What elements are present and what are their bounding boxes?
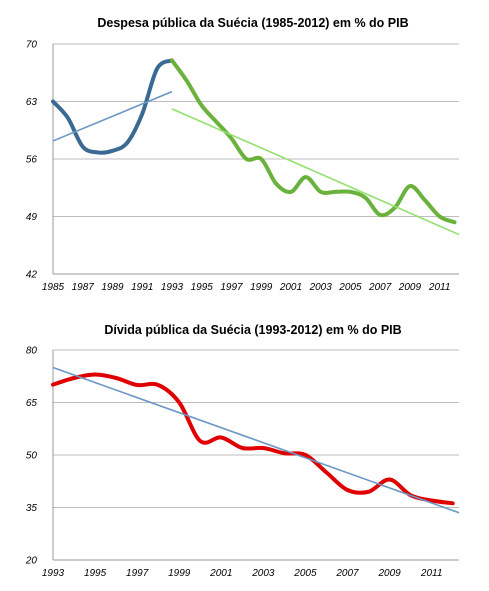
series-line [169, 58, 457, 225]
x-tick-label: 2005 [338, 282, 362, 293]
x-tick-label: 2009 [377, 568, 401, 579]
x-tick-label: 2009 [398, 282, 422, 293]
x-tick-label: 2001 [209, 568, 232, 579]
chart-divida: 20 35 50 65 80 1993 1995 1997 1999 2001 2003 2005 20… [25, 323, 460, 579]
y-tick-label: 50 [26, 451, 38, 462]
y-tick-label: 65 [26, 398, 38, 409]
x-tick-label: 2011 [428, 282, 451, 293]
x-tick-label: 1995 [84, 568, 107, 579]
x-tick-label: 1993 [161, 282, 184, 293]
trend-line [52, 366, 460, 514]
x-tick-label: 1995 [191, 282, 214, 293]
x-tick-label: 1993 [42, 568, 65, 579]
x-tick-label: 2005 [293, 568, 317, 579]
x-tick-label: 2011 [420, 568, 443, 579]
trend-line [171, 108, 460, 236]
x-tick-label: 2007 [335, 568, 359, 579]
x-tick-label: 2003 [309, 282, 333, 293]
y-tick-label: 70 [26, 40, 38, 51]
chart-title: Dívida pública da Suécia (1993-2012) em … [104, 323, 401, 337]
y-tick-label: 35 [26, 503, 38, 514]
x-tick-label: 1989 [101, 282, 124, 293]
x-tick-label: 1997 [126, 568, 149, 579]
chart-title: Despesa pública da Suécia (1985-2012) em… [97, 16, 408, 30]
x-tick-label: 1999 [168, 568, 191, 579]
chart-despesa: 42 49 56 63 70 1985 1987 1989 1991 1993 1995 1997 19… [26, 16, 460, 293]
x-tick-label: 1999 [250, 282, 273, 293]
x-tick-label: 1985 [42, 282, 65, 293]
x-tick-label: 1987 [72, 282, 95, 293]
y-tick-label: 49 [26, 212, 38, 223]
y-tick-label: 56 [26, 155, 38, 166]
series-line [51, 372, 455, 506]
x-tick-label: 2007 [368, 282, 392, 293]
trend-line [52, 90, 173, 142]
x-tick-label: 2003 [251, 568, 275, 579]
x-tick-label: 1991 [131, 282, 153, 293]
x-tick-label: 1997 [220, 282, 243, 293]
y-tick-label: 80 [26, 346, 38, 357]
series-line [51, 58, 174, 155]
y-tick-label: 63 [26, 97, 38, 108]
x-tick-label: 2001 [279, 282, 302, 293]
y-tick-label: 20 [25, 556, 38, 567]
y-tick-label: 42 [26, 270, 38, 281]
